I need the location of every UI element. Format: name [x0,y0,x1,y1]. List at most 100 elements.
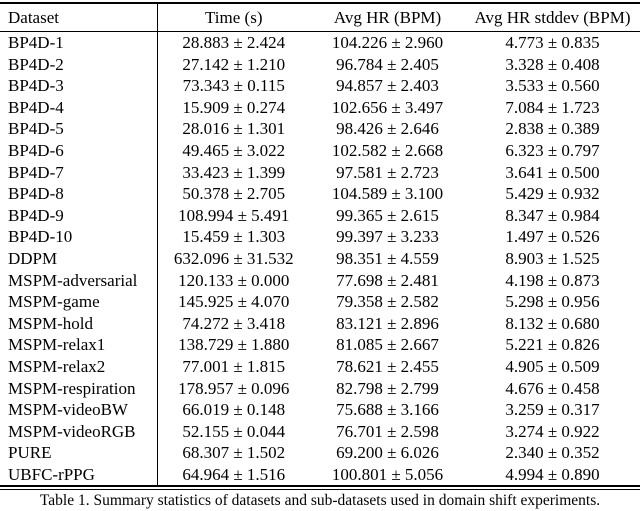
cell-avg-hr: 76.701 ± 2.598 [336,421,439,441]
cell-time: 120.133 ± 0.000 [178,270,290,290]
cell-avg-hr: 79.358 ± 2.582 [336,292,439,312]
table-row: MSPM-videoBW 66.019 ± 0.148 75.688 ± 3.1… [0,399,640,421]
cell-avg-hr: 69.200 ± 6.026 [336,443,439,463]
cell-time: 28.016 ± 1.301 [182,119,286,139]
cell-stddev: 3.533 ± 0.560 [505,76,600,96]
cell-dataset: MSPM-videoRGB [0,420,158,443]
cell-avg-hr: 75.688 ± 3.166 [336,400,439,420]
cell-stddev: 3.259 ± 0.317 [505,400,600,420]
cell-stddev: 1.497 ± 0.526 [505,227,600,247]
column-header-time: Time (s) [157,2,310,32]
cell-stddev: 4.198 ± 0.873 [505,270,600,290]
cell-time: 108.994 ± 5.491 [178,205,290,225]
cell-stddev: 3.274 ± 0.922 [505,421,600,441]
table-row: BP4D-2 27.142 ± 1.210 96.784 ± 2.405 3.3… [0,53,640,76]
cell-dataset: PURE [0,442,158,464]
cell-stddev: 5.221 ± 0.826 [505,335,600,355]
table-row: MSPM-adversarial 120.133 ± 0.000 77.698 … [0,269,640,292]
cell-stddev: 4.773 ± 0.835 [505,33,600,52]
cell-time: 66.019 ± 0.148 [182,400,286,420]
cell-time: 50.378 ± 2.705 [182,184,286,204]
cell-avg-hr: 98.426 ± 2.646 [336,119,439,139]
cell-stddev: 8.132 ± 0.680 [505,313,600,333]
cell-avg-hr: 94.857 ± 2.403 [336,76,439,96]
cell-time: 28.883 ± 2.424 [182,33,286,52]
cell-stddev: 4.994 ± 0.890 [505,464,600,484]
cell-stddev: 2.340 ± 0.352 [505,443,600,463]
cell-dataset: BP4D-7 [0,161,158,184]
table-row: MSPM-videoRGB 52.155 ± 0.044 76.701 ± 2.… [0,420,640,443]
cell-stddev: 3.641 ± 0.500 [505,162,600,182]
cell-dataset: BP4D-4 [0,96,158,119]
cell-stddev: 3.328 ± 0.408 [505,54,600,74]
cell-avg-hr: 104.589 ± 3.100 [331,184,444,204]
cell-stddev: 2.838 ± 0.389 [505,119,600,139]
cell-dataset: MSPM-game [0,291,158,313]
cell-avg-hr: 78.621 ± 2.455 [336,356,439,376]
cell-dataset: DDPM [0,247,158,270]
column-header-avg-hr-stddev: Avg HR stddev (BPM) [465,2,640,32]
cell-stddev: 5.429 ± 0.932 [505,184,600,204]
cell-avg-hr: 83.121 ± 2.896 [336,313,439,333]
cell-time: 15.909 ± 0.274 [182,97,286,117]
cell-time: 138.729 ± 1.880 [178,335,290,355]
cell-stddev: 6.323 ± 0.797 [505,140,600,160]
cell-stddev: 5.298 ± 0.956 [505,292,600,312]
cell-time: 74.272 ± 3.418 [182,313,286,333]
cell-avg-hr: 97.581 ± 2.723 [336,162,439,182]
table-row: BP4D-8 50.378 ± 2.705 104.589 ± 3.100 5.… [0,183,640,205]
cell-time: 178.957 ± 0.096 [178,378,290,398]
cell-dataset: BP4D-8 [0,183,158,205]
cell-avg-hr: 99.365 ± 2.615 [336,205,439,225]
cell-time: 15.459 ± 1.303 [182,227,286,247]
cell-dataset: BP4D-6 [0,139,158,162]
column-header-dataset: Dataset [0,2,158,32]
cell-avg-hr: 104.226 ± 2.960 [331,33,444,52]
table-row: BP4D-6 49.465 ± 3.022 102.582 ± 2.668 6.… [0,139,640,162]
table-row: BP4D-10 15.459 ± 1.303 99.397 ± 3.233 1.… [0,226,640,248]
cell-time: 33.423 ± 1.399 [182,162,286,182]
cell-time: 49.465 ± 3.022 [182,140,286,160]
cell-time: 27.142 ± 1.210 [182,54,286,74]
cell-avg-hr: 96.784 ± 2.405 [336,54,439,74]
table-row: BP4D-3 73.343 ± 0.115 94.857 ± 2.403 3.5… [0,75,640,97]
cell-dataset: BP4D-3 [0,75,158,97]
cell-time: 77.001 ± 1.815 [182,356,286,376]
cell-avg-hr: 98.351 ± 4.559 [336,248,439,268]
cell-stddev: 4.905 ± 0.509 [505,356,600,376]
table-row: MSPM-relax2 77.001 ± 1.815 78.621 ± 2.45… [0,355,640,378]
summary-statistics-table: Dataset Time (s) Avg HR (BPM) Avg HR std… [0,2,640,486]
table-row: MSPM-relax1 138.729 ± 1.880 81.085 ± 2.6… [0,334,640,356]
cell-stddev: 8.347 ± 0.984 [505,205,600,225]
table-row: PURE 68.307 ± 1.502 69.200 ± 6.026 2.340… [0,442,640,464]
cell-dataset: UBFC-rPPG [0,463,158,486]
table-row: BP4D-1 28.883 ± 2.424 104.226 ± 2.960 4.… [0,31,640,54]
cell-avg-hr: 102.656 ± 3.497 [331,97,444,117]
table-caption: Table 1. Summary statistics of datasets … [39,492,601,510]
table-row: BP4D-5 28.016 ± 1.301 98.426 ± 2.646 2.8… [0,118,640,140]
table-row: BP4D-9 108.994 ± 5.491 99.365 ± 2.615 8.… [0,204,640,227]
cell-time: 64.964 ± 1.516 [182,464,286,484]
cell-avg-hr: 82.798 ± 2.799 [336,378,439,398]
cell-dataset: MSPM-relax1 [0,334,158,356]
cell-dataset: BP4D-5 [0,118,158,140]
cell-dataset: MSPM-adversarial [0,269,158,292]
table-row: DDPM 632.096 ± 31.532 98.351 ± 4.559 8.9… [0,247,640,270]
table-row: MSPM-hold 74.272 ± 3.418 83.121 ± 2.896 … [0,312,640,335]
cell-time: 68.307 ± 1.502 [182,443,286,463]
cell-dataset: MSPM-videoBW [0,399,158,421]
cell-dataset: BP4D-1 [0,31,158,54]
cell-dataset: BP4D-2 [0,53,158,76]
cell-time: 73.343 ± 0.115 [182,76,285,96]
table-row: BP4D-4 15.909 ± 0.274 102.656 ± 3.497 7.… [0,96,640,119]
table-row: MSPM-game 145.925 ± 4.070 79.358 ± 2.582… [0,291,640,313]
cell-dataset: MSPM-hold [0,312,158,335]
table-bottom-rule [0,485,640,491]
cell-stddev: 8.903 ± 1.525 [505,248,600,268]
column-header-avg-hr: Avg HR (BPM) [310,2,465,32]
cell-stddev: 7.084 ± 1.723 [505,97,600,117]
cell-time: 145.925 ± 4.070 [178,292,290,312]
cell-avg-hr: 77.698 ± 2.481 [336,270,439,290]
